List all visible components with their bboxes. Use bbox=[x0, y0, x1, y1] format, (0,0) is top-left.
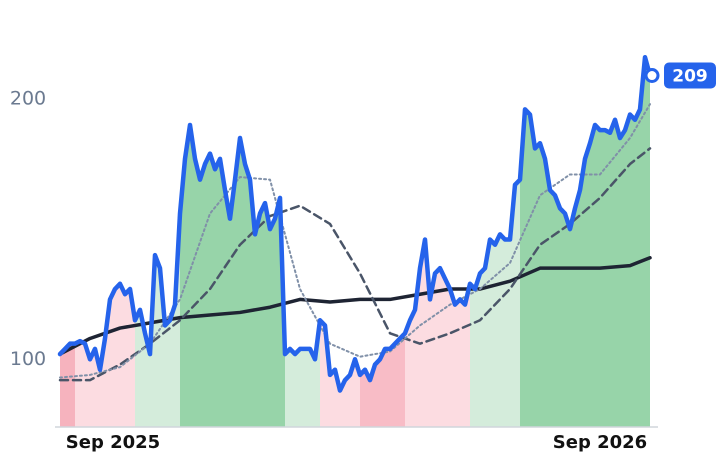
y-tick-label: 200 bbox=[10, 87, 46, 109]
region-fill bbox=[75, 283, 135, 427]
region-fill bbox=[360, 333, 405, 427]
region-fill bbox=[180, 124, 285, 427]
x-tick-label: Sep 2026 bbox=[553, 432, 647, 453]
region-fill bbox=[520, 57, 650, 427]
last-point bbox=[644, 68, 660, 84]
region-fill bbox=[60, 343, 75, 427]
region-fill bbox=[405, 239, 470, 427]
region-fill bbox=[320, 320, 360, 427]
series-line bbox=[59, 103, 651, 379]
last-value-badge bbox=[664, 62, 716, 89]
series-line bbox=[58, 256, 652, 356]
region-fill bbox=[285, 320, 320, 427]
last-value-label: 209 bbox=[672, 67, 708, 87]
series-line bbox=[58, 147, 652, 382]
y-tick-label: 100 bbox=[10, 348, 46, 370]
x-tick-label: Sep 2025 bbox=[66, 432, 160, 453]
series-line bbox=[57, 55, 653, 393]
